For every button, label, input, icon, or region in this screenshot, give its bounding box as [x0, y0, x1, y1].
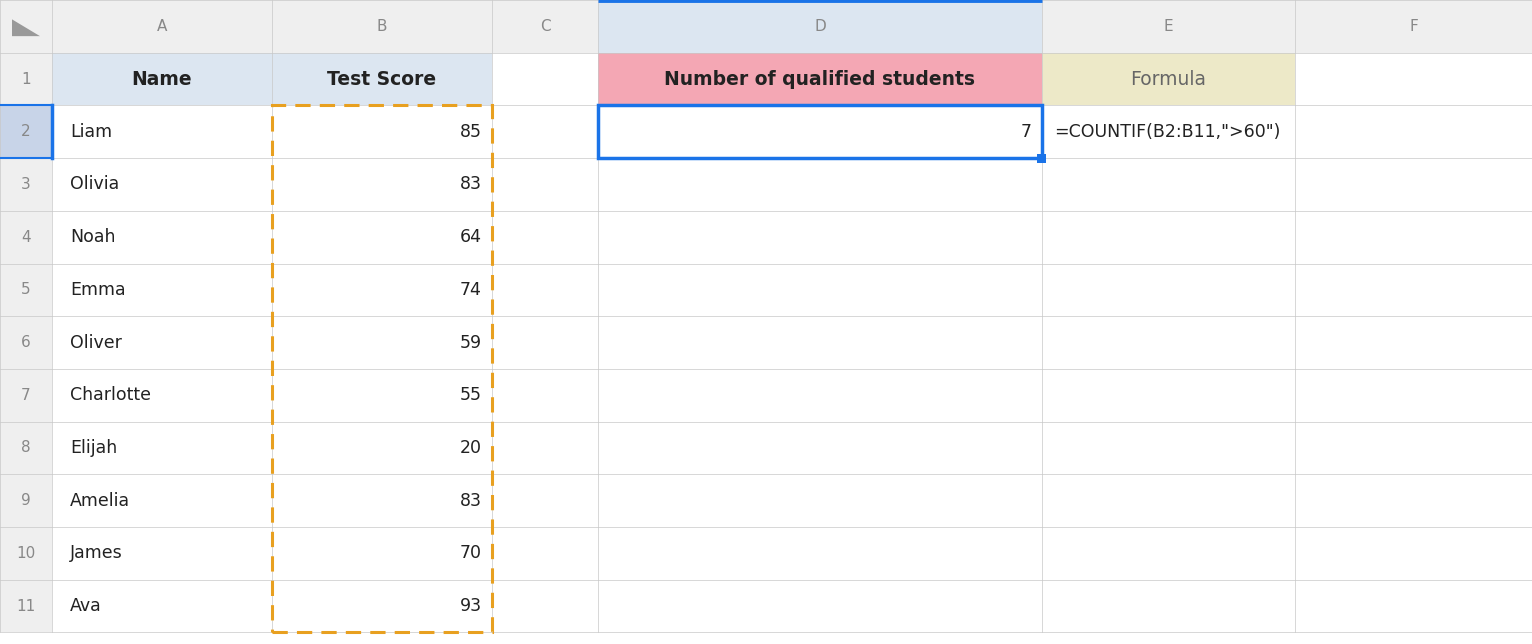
Text: Test Score: Test Score — [328, 70, 437, 89]
Text: Charlotte: Charlotte — [70, 386, 152, 404]
Text: 10: 10 — [17, 546, 35, 561]
Text: 1: 1 — [21, 71, 31, 86]
Bar — [273, 0, 492, 53]
Bar — [52, 53, 273, 106]
Bar — [492, 0, 597, 53]
Bar — [0, 474, 52, 527]
Text: Amelia: Amelia — [70, 491, 130, 509]
Bar — [0, 211, 52, 263]
Bar — [597, 53, 1042, 106]
Text: 7: 7 — [1020, 123, 1033, 141]
Polygon shape — [12, 19, 40, 36]
Text: =COUNTIF(B2:B11,">60"): =COUNTIF(B2:B11,">60") — [1054, 123, 1281, 141]
Bar — [0, 106, 52, 158]
Text: 74: 74 — [460, 281, 483, 299]
Bar — [0, 53, 52, 106]
Text: Noah: Noah — [70, 228, 115, 246]
Text: 4: 4 — [21, 230, 31, 245]
Bar — [0, 263, 52, 316]
Text: 5: 5 — [21, 282, 31, 298]
Text: Liam: Liam — [70, 123, 112, 141]
Text: 83: 83 — [460, 491, 483, 509]
Text: 3: 3 — [21, 177, 31, 192]
Bar — [0, 158, 52, 211]
Text: D: D — [813, 19, 826, 34]
Text: Emma: Emma — [70, 281, 126, 299]
Bar — [0, 0, 52, 53]
Bar — [1037, 154, 1046, 162]
Text: Olivia: Olivia — [70, 175, 119, 193]
Text: 9: 9 — [21, 493, 31, 508]
Bar — [1042, 0, 1295, 53]
Text: Ava: Ava — [70, 597, 101, 615]
Text: 83: 83 — [460, 175, 483, 193]
Text: 70: 70 — [460, 544, 483, 562]
Bar — [0, 580, 52, 632]
Bar — [0, 527, 52, 580]
Bar — [597, 106, 1042, 158]
Bar — [273, 106, 492, 632]
Bar — [1042, 53, 1295, 106]
Text: 7: 7 — [21, 388, 31, 402]
Text: A: A — [156, 19, 167, 34]
Text: C: C — [539, 19, 550, 34]
Bar — [0, 369, 52, 422]
Text: E: E — [1164, 19, 1174, 34]
Text: 6: 6 — [21, 335, 31, 350]
Text: 85: 85 — [460, 123, 483, 141]
Text: F: F — [1409, 19, 1419, 34]
Text: 64: 64 — [460, 228, 483, 246]
Text: 2: 2 — [21, 124, 31, 139]
Bar — [52, 0, 273, 53]
Text: Oliver: Oliver — [70, 334, 123, 352]
Text: Number of qualified students: Number of qualified students — [665, 70, 976, 89]
Text: Elijah: Elijah — [70, 439, 118, 457]
Bar — [1295, 0, 1532, 53]
Text: 55: 55 — [460, 386, 483, 404]
Text: Name: Name — [132, 70, 193, 89]
Text: Formula: Formula — [1131, 70, 1207, 89]
Text: James: James — [70, 544, 123, 562]
Bar — [0, 422, 52, 474]
Bar — [273, 53, 492, 106]
Text: 8: 8 — [21, 440, 31, 455]
Text: B: B — [377, 19, 388, 34]
Text: 20: 20 — [460, 439, 483, 457]
Text: 93: 93 — [460, 597, 483, 615]
Bar — [597, 0, 1042, 53]
Bar — [597, 0, 1042, 53]
Text: 59: 59 — [460, 334, 483, 352]
Text: 11: 11 — [17, 598, 35, 614]
Bar — [0, 316, 52, 369]
